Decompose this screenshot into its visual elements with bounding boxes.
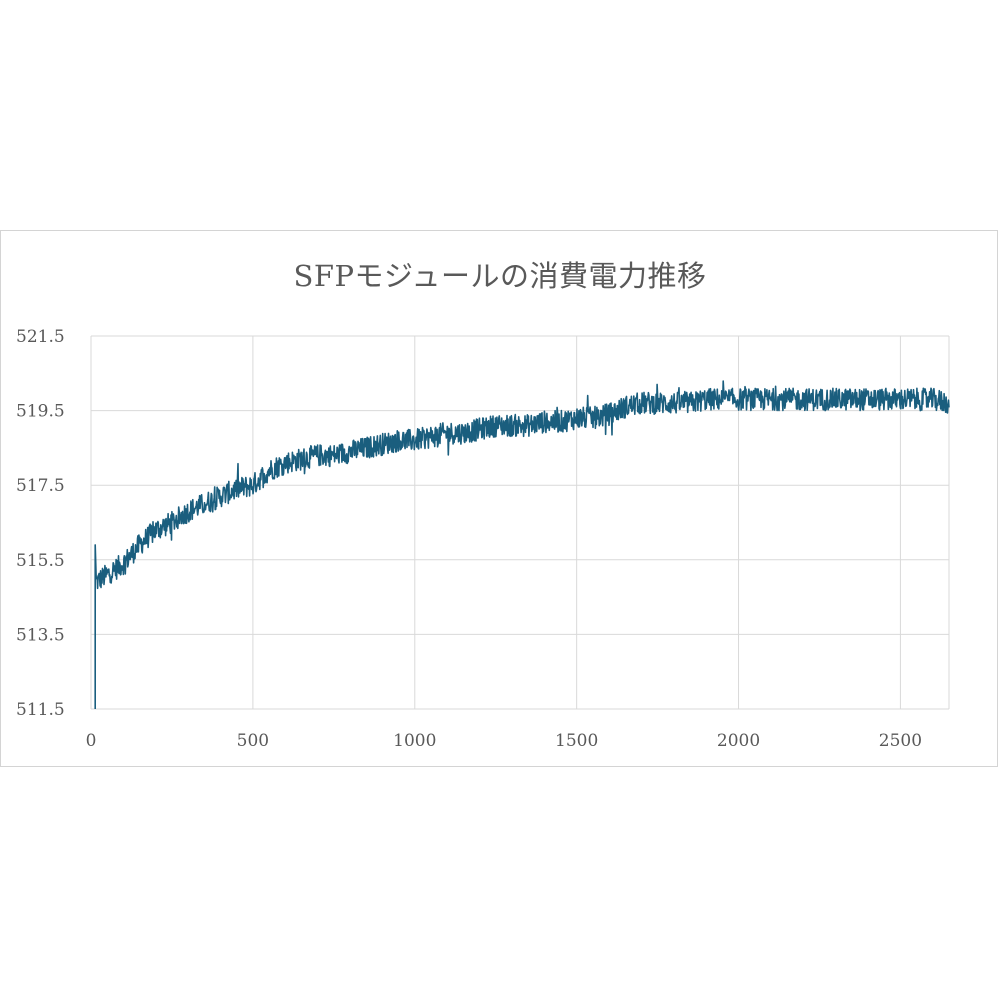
x-tick-label: 500: [237, 731, 269, 751]
y-tick-label: 515.5: [16, 551, 65, 571]
chart-frame: [0, 230, 998, 767]
x-tick-label: 1500: [555, 731, 598, 751]
x-tick-label: 2000: [717, 731, 760, 751]
y-tick-label: 513.5: [16, 625, 65, 645]
series-line: [94, 380, 950, 709]
chart-title: SFPモジュールの消費電力推移: [293, 259, 707, 293]
x-tick-label: 0: [86, 731, 97, 751]
x-tick-label: 2500: [879, 731, 922, 751]
x-tick-label: 1000: [393, 731, 436, 751]
y-tick-label: 511.5: [16, 700, 65, 720]
y-tick-label: 517.5: [16, 476, 65, 496]
y-tick-label: 519.5: [16, 402, 65, 422]
y-tick-label: 521.5: [16, 327, 65, 347]
